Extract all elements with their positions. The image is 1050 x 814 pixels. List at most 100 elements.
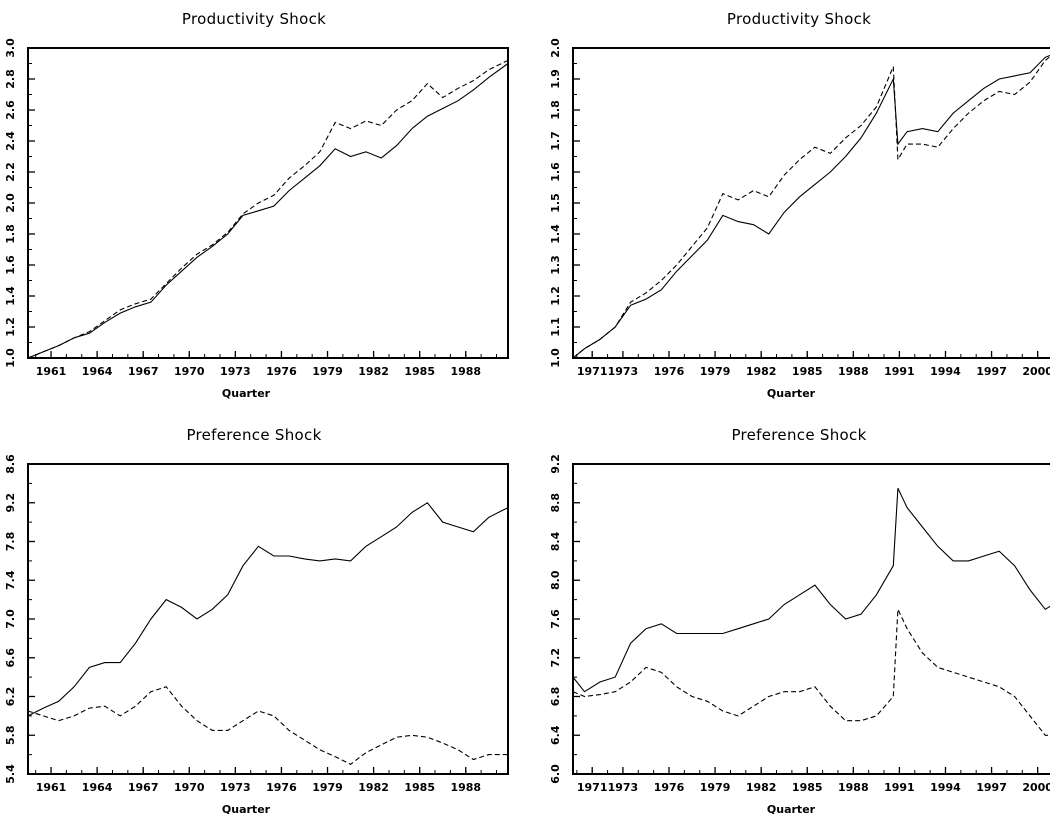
y-tick-label: 8.6 xyxy=(4,454,17,474)
chart-panel-2: Productivity Shock 1.0 1.1 1.2 1.3 1.4 1.5 1.6 1… xyxy=(549,10,1050,400)
series-line-solid xyxy=(27,502,509,717)
x-tick-label: 1970 xyxy=(174,365,205,378)
x-tick-label: 1985 xyxy=(404,365,435,378)
series-line-dashed xyxy=(27,59,509,359)
x-tick-label: 1961 xyxy=(36,365,67,378)
y-tick-label: 2.2 xyxy=(4,162,17,182)
x-tick-label: 1985 xyxy=(404,781,435,794)
series-line-solid xyxy=(572,487,1050,693)
x-tick-label: 1976 xyxy=(266,781,297,794)
y-tick-label: 2.8 xyxy=(4,69,17,89)
x-tick-label: 2000 xyxy=(1022,781,1050,794)
y-tick-label: 8.4 xyxy=(549,531,562,551)
y-tick-label: 1.4 xyxy=(549,224,562,244)
chart-title: Productivity Shock xyxy=(727,10,871,28)
x-axis-label: Quarter xyxy=(222,387,271,400)
x-tick-label: 1988 xyxy=(838,781,869,794)
x-tick-label: 1973 xyxy=(608,781,639,794)
y-tick-label: 1.7 xyxy=(549,131,562,151)
series-line-dashed xyxy=(572,55,1050,359)
x-tick-label: 1988 xyxy=(450,365,481,378)
x-tick-label: 1985 xyxy=(792,365,823,378)
y-tick-label: 8.0 xyxy=(549,570,562,590)
y-tick-label: 6.0 xyxy=(549,764,562,784)
chart-title: Productivity Shock xyxy=(182,10,326,28)
chart-panel-3: Preference Shock 5.4 5.8 6.2 6.6 7.0 7.4 7.8 9.2… xyxy=(4,426,509,814)
y-tick-label: 6.4 xyxy=(549,725,562,745)
y-tick-label: 2.6 xyxy=(4,100,17,120)
x-tick-label: 1997 xyxy=(976,781,1007,794)
x-tick-label: 1961 xyxy=(36,781,67,794)
x-tick-label: 1982 xyxy=(746,781,777,794)
y-tick-label: 1.8 xyxy=(549,100,562,120)
x-tick-label: 1982 xyxy=(358,781,389,794)
y-tick-label: 7.8 xyxy=(4,532,17,552)
chart-panel-1: Productivity Shock 1.0 1.2 1.4 1.6 1.8 2.0 2.2 2… xyxy=(4,10,509,400)
y-tick-label: 1.0 xyxy=(549,348,562,368)
y-tick-label: 3.0 xyxy=(4,38,17,58)
y-tick-label: 1.1 xyxy=(549,317,562,337)
y-tick-label: 7.0 xyxy=(4,609,17,629)
x-tick-label: 1994 xyxy=(930,365,961,378)
y-tick-label: 6.2 xyxy=(4,687,17,707)
y-tick-label: 7.6 xyxy=(549,609,562,629)
x-tick-label: 1964 xyxy=(82,365,113,378)
y-tick-label: 2.4 xyxy=(4,131,17,151)
x-axis-label: Quarter xyxy=(767,387,816,400)
y-tick-label: 5.8 xyxy=(4,726,17,746)
y-tick-label: 2.0 xyxy=(4,193,17,213)
x-tick-label: 1988 xyxy=(450,781,481,794)
chart-title: Preference Shock xyxy=(731,426,866,444)
x-tick-label: 1976 xyxy=(654,365,685,378)
x-axis-label: Quarter xyxy=(767,803,816,814)
y-tick-label: 6.6 xyxy=(4,648,17,668)
x-axis-label: Quarter xyxy=(222,803,271,814)
x-tick-label: 1997 xyxy=(976,365,1007,378)
x-tick-label: 1991 xyxy=(884,781,915,794)
x-tick-label: 1976 xyxy=(266,365,297,378)
y-tick-label: 1.2 xyxy=(4,317,17,337)
y-tick-label: 1.8 xyxy=(4,224,17,244)
chart-title: Preference Shock xyxy=(186,426,321,444)
x-tick-label: 2000 xyxy=(1022,365,1050,378)
series-line-solid xyxy=(27,63,509,359)
y-tick-label: 9.2 xyxy=(549,454,562,474)
x-tick-label: 1973 xyxy=(608,365,639,378)
y-tick-label: 1.6 xyxy=(549,162,562,182)
x-tick-label: 1982 xyxy=(746,365,777,378)
series-line-solid xyxy=(572,54,1050,359)
y-tick-label: 1.5 xyxy=(549,193,562,213)
y-tick-label: 1.0 xyxy=(4,348,17,368)
series-line-dashed xyxy=(27,686,508,765)
x-tick-label: 1985 xyxy=(792,781,823,794)
plot-frame xyxy=(27,463,509,775)
x-tick-label: 1982 xyxy=(358,365,389,378)
y-tick-label: 1.3 xyxy=(549,255,562,275)
series-line-dashed xyxy=(572,609,1050,736)
x-tick-label: 1970 xyxy=(174,781,205,794)
y-tick-label: 1.6 xyxy=(4,255,17,275)
y-tick-label: 7.2 xyxy=(549,648,562,668)
x-tick-label: 1967 xyxy=(128,781,159,794)
x-tick-label: 1994 xyxy=(930,781,961,794)
x-tick-label: 1988 xyxy=(838,365,869,378)
y-tick-label: 1.9 xyxy=(549,69,562,89)
y-tick-label: 2.0 xyxy=(549,38,562,58)
x-tick-label: 1967 xyxy=(128,365,159,378)
plot-frame xyxy=(27,47,509,359)
y-tick-label: 9.2 xyxy=(4,493,17,513)
x-tick-label: 1991 xyxy=(884,365,915,378)
x-tick-label: 1971 xyxy=(577,781,608,794)
chart-panel-4: Preference Shock 6.0 6.4 6.8 7.2 7.6 8.0 8.4 8.8… xyxy=(549,426,1050,814)
x-tick-label: 1979 xyxy=(312,365,343,378)
x-tick-label: 1979 xyxy=(312,781,343,794)
y-tick-label: 7.4 xyxy=(4,570,17,590)
x-tick-label: 1964 xyxy=(82,781,113,794)
plot-frame xyxy=(572,47,1050,359)
y-tick-label: 1.4 xyxy=(4,286,17,306)
x-tick-label: 1979 xyxy=(700,365,731,378)
y-tick-label: 6.8 xyxy=(549,687,562,707)
x-tick-label: 1973 xyxy=(220,781,251,794)
x-tick-label: 1973 xyxy=(220,365,251,378)
